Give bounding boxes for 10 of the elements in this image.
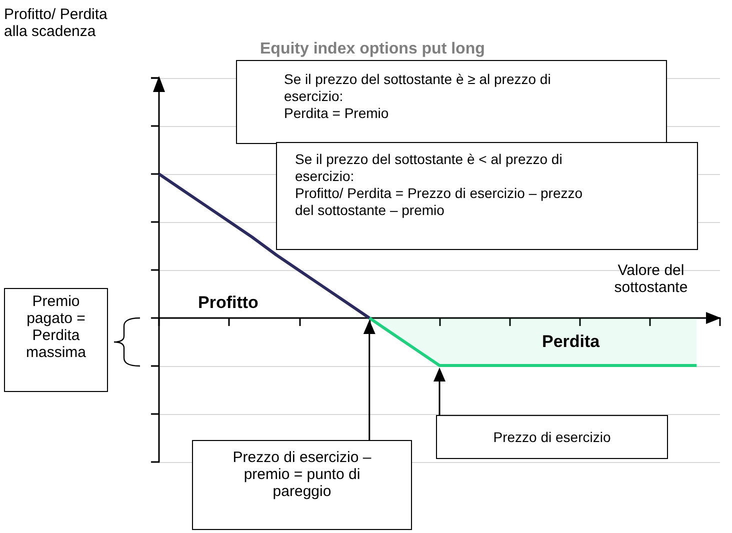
x-axis-title: Valore del sottostante bbox=[613, 262, 689, 296]
text: Profitto/ Perdita alla scadenza bbox=[4, 6, 108, 40]
text: Prezzo di esercizio bbox=[436, 415, 668, 459]
annotation: Profitto bbox=[198, 293, 258, 312]
text: Prezzo di esercizio – premio = punto di pareggio bbox=[192, 440, 412, 530]
annotation: Se il prezzo del sottostante è < al prezzo di esercizio: Profitto/ Perdita = Prezzo di esercizio – prezzo del sottostante – premio bbox=[276, 142, 698, 250]
chart-title: Equity index options put long bbox=[260, 40, 485, 58]
text: Premio pagato = Perdita massima bbox=[4, 288, 108, 392]
text: Se il prezzo del sottostante è ≥ al prezzo di esercizio: Perdita = Premio bbox=[236, 60, 667, 144]
annotation: Perdita bbox=[542, 332, 600, 351]
